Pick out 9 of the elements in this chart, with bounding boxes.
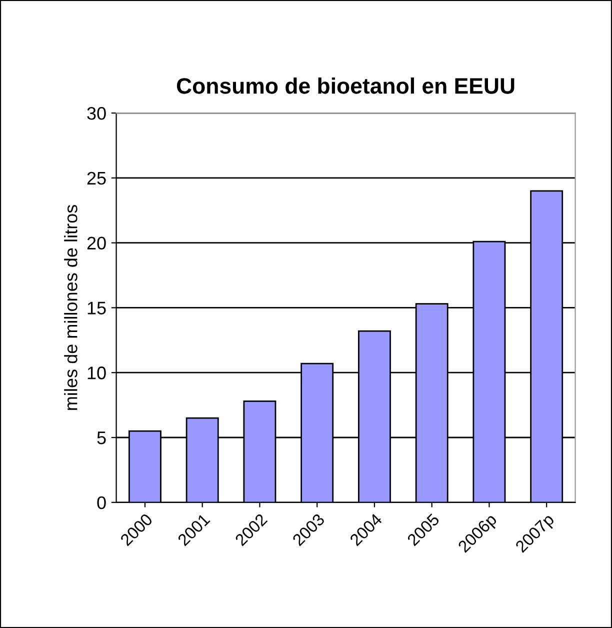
y-tick-label: 25 [87,172,106,185]
y-axis-title: miles de millones de litros [64,205,78,410]
y-tick-label: 0 [97,496,106,510]
y-tick-label: 10 [88,366,106,380]
y-tick-label: 15 [88,302,106,314]
chart-title: Consumo de bioetanol en EEUU [176,77,514,94]
y-tick-label: 30 [87,106,106,120]
y-tick-label: 20 [87,236,106,250]
y-tick-label: 5 [97,432,106,444]
